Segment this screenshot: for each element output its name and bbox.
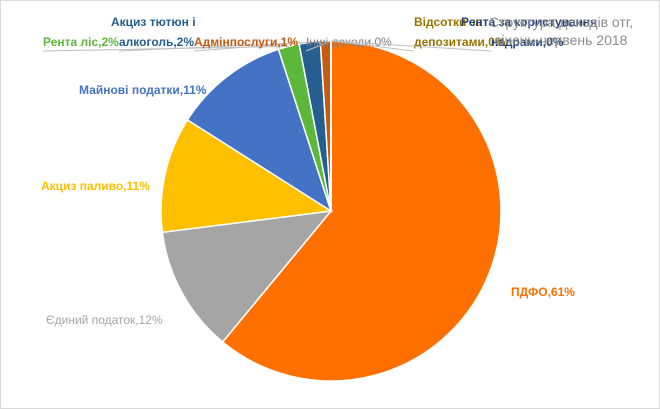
- pie-slice: [161, 210, 333, 344]
- data-label: Рента за користування: [461, 15, 597, 29]
- data-label: депозитами,0%: [414, 35, 506, 49]
- data-label: Акциз тютюн і: [111, 15, 196, 29]
- data-label: Єдиний податок,12%: [46, 313, 163, 327]
- leader-line: [305, 40, 332, 52]
- leader-line: [330, 40, 492, 52]
- data-label: Адмінпослуги,1%: [194, 35, 298, 49]
- data-label: ПДФО,61%: [511, 285, 575, 299]
- data-label: Відсотки за: [414, 15, 483, 29]
- pie-slice: [186, 48, 333, 213]
- leader-line: [330, 40, 415, 52]
- data-label: Майнові податки,11%: [79, 83, 207, 97]
- data-label: Рента ліс,2%: [43, 35, 119, 49]
- chart-title: Структура доходів отг, січень-червень 20…: [488, 14, 634, 48]
- pie-slice: [221, 40, 502, 382]
- pie-slice: [160, 118, 334, 234]
- leader-line: [193, 40, 326, 52]
- data-label: надрами,0%: [491, 35, 564, 49]
- leader-line: [118, 41, 310, 52]
- data-label: Акциз паливо,11%: [41, 179, 150, 193]
- data-label: алкоголь,2%: [119, 35, 194, 49]
